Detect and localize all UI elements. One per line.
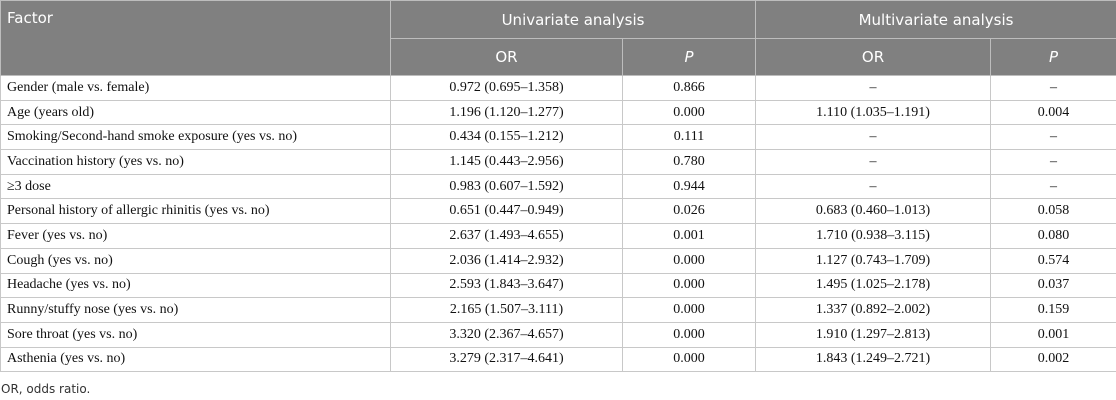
value-cell: 1.145 (0.443–2.956) [390,149,623,175]
table-row: Sore throat (yes vs. no) 3.320 (2.367–4.6… [0,321,1116,348]
table-row: Personal history of allergic rhinitis (y… [0,198,1116,225]
table-row: Headache (yes vs. no) 2.593 (1.843–3.647)… [0,272,1116,299]
value-cell: 2.036 (1.414–2.932) [390,247,623,274]
value-cell: 1.196 (1.120–1.277) [390,99,623,126]
factor-cell: Smoking/Second-hand smoke exposure (yes … [0,124,391,151]
value-cell: 0.159 [990,297,1116,323]
factor-cell: Fever (yes vs. no) [0,223,391,249]
value-cell: 1.127 (0.743–1.709) [755,247,992,274]
factor-cell: Gender (male vs. female) [0,75,391,101]
value-cell: 0.004 [990,99,1116,126]
value-cell: 0.058 [990,198,1116,225]
factor-cell: Age (years old) [0,99,391,126]
value-cell: 0.026 [621,198,757,225]
value-cell: 0.037 [990,272,1116,299]
header-cell: OR [755,38,992,76]
value-cell: – [990,149,1116,175]
value-cell: 0.001 [621,223,757,249]
value-cell: – [755,124,992,151]
value-cell: 0.780 [621,149,757,175]
value-cell: 0.866 [621,75,757,101]
value-cell: 0.000 [621,99,757,126]
value-cell: 1.110 (1.035–1.191) [755,99,992,126]
header-cell: Univariate analysis [389,0,757,39]
factor-cell: Cough (yes vs. no) [0,247,391,274]
factor-cell: Personal history of allergic rhinitis (y… [0,198,391,225]
value-cell: – [755,173,992,200]
results-table: Factor Univariate analysis Multivariate … [0,0,1116,373]
value-cell: 0.080 [990,223,1116,249]
table-row: Smoking/Second-hand smoke exposure (yes … [0,124,1116,151]
value-cell: – [990,124,1116,151]
value-cell: 0.000 [621,272,757,299]
factor-cell: Vaccination history (yes vs. no) [0,149,391,175]
value-cell: 0.972 (0.695–1.358) [390,75,623,101]
value-cell: 0.000 [621,247,757,274]
value-cell: 1.710 (0.938–3.115) [755,223,992,249]
value-cell: 1.910 (1.297–2.813) [755,321,992,348]
value-cell: – [990,173,1116,200]
header-row: Factor Univariate analysis Multivariate … [0,0,1116,76]
table-body: Gender (male vs. female) 0.972 (0.695–1.3… [0,75,1116,373]
factor-cell: ≥3 dose [0,173,391,200]
footnote: OR, odds ratio. [1,382,91,397]
table-row: Asthenia (yes vs. no) 3.279 (2.317–4.641)… [0,346,1116,373]
value-cell: 0.000 [621,297,757,323]
value-cell: 2.593 (1.843–3.647) [390,272,623,299]
value-cell: 0.683 (0.460–1.013) [755,198,992,225]
factor-cell: Runny/stuffy nose (yes vs. no) [0,297,391,323]
table-row: Gender (male vs. female) 0.972 (0.695–1.3… [0,75,1116,101]
value-cell: 1.843 (1.249–2.721) [755,346,992,373]
value-cell: 0.944 [621,173,757,200]
value-cell: – [755,75,992,101]
table-row: Vaccination history (yes vs. no) 1.145 (0… [0,149,1116,175]
header-cell: Factor [0,0,391,76]
value-cell: 0.000 [621,321,757,348]
value-cell: 0.651 (0.447–0.949) [390,198,623,225]
factor-cell: Headache (yes vs. no) [0,272,391,299]
value-cell: 1.495 (1.025–2.178) [755,272,992,299]
value-cell: 3.320 (2.367–4.657) [390,321,623,348]
table-row: Runny/stuffy nose (yes vs. no) 2.165 (1.5… [0,297,1116,323]
factor-cell: Asthenia (yes vs. no) [0,346,391,373]
table-row: ≥3 dose 0.983 (0.607–1.592) 0.944– – [0,173,1116,200]
value-cell: – [990,75,1116,101]
value-cell: 0.983 (0.607–1.592) [390,173,623,200]
value-cell: 2.165 (1.507–3.111) [390,297,623,323]
header-row: OR P OR P [1,38,1116,76]
value-cell: 0.000 [621,346,757,373]
value-cell: – [755,149,992,175]
value-cell: 0.001 [990,321,1116,348]
header-cell: P [990,38,1116,76]
table-row: Cough (yes vs. no) 2.036 (1.414–2.932) 0.0… [0,247,1116,274]
value-cell: 0.111 [621,124,757,151]
factor-cell: Sore throat (yes vs. no) [0,321,391,348]
value-cell: 3.279 (2.317–4.641) [390,346,623,373]
value-cell: 2.637 (1.493–4.655) [390,223,623,249]
value-cell: 1.337 (0.892–2.002) [755,297,992,323]
header-cell: OR [390,38,623,76]
value-cell: 0.574 [990,247,1116,274]
value-cell: 0.002 [990,346,1116,373]
table-row: Age (years old) 1.196 (1.120–1.277) 0.000 1… [0,99,1116,126]
table-row: Fever (yes vs. no) 2.637 (1.493–4.655) 0.0… [0,223,1116,249]
value-cell: 0.434 (0.155–1.212) [390,124,623,151]
header-cell: Multivariate analysis [755,0,1116,39]
header-cell: P [621,38,757,76]
